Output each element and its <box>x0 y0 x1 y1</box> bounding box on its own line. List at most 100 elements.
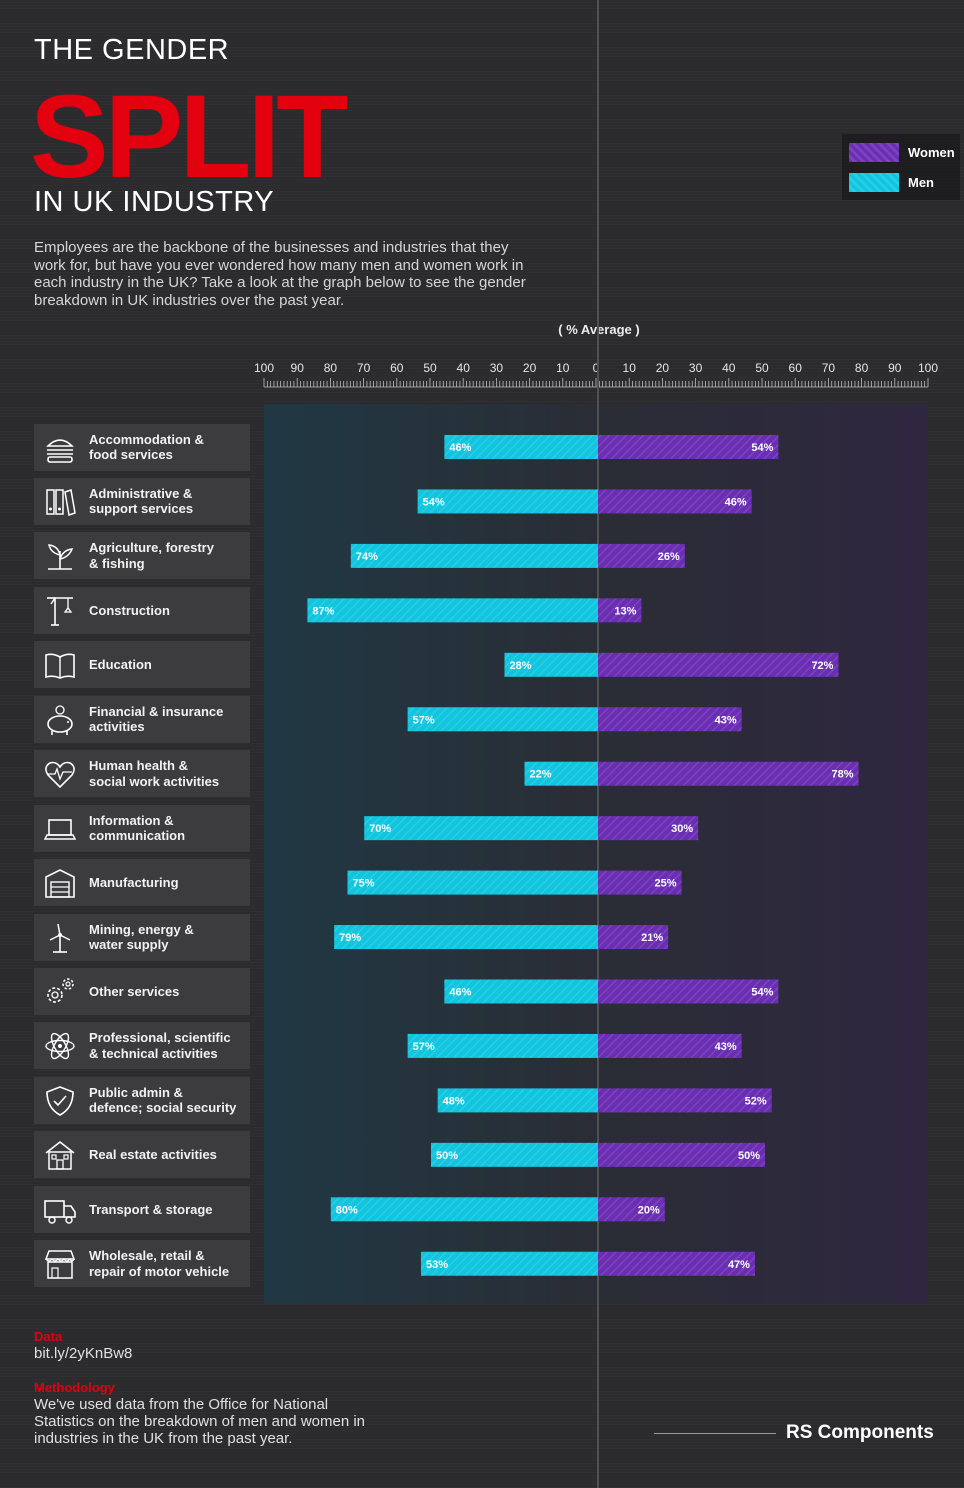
bar-label-women: 54% <box>751 442 773 454</box>
bar-label-women: 52% <box>745 1095 767 1107</box>
bar-label-women: 30% <box>671 823 693 835</box>
category-item: Mining, energy & water supply <box>34 913 250 961</box>
bar-men <box>444 979 598 1004</box>
legend-item-women: Women <box>849 143 955 162</box>
title-split: SPLIT <box>30 71 348 203</box>
bar-women <box>598 979 779 1004</box>
bar-men <box>420 1251 598 1276</box>
bar-label-men: 46% <box>449 987 471 999</box>
bar-women <box>598 816 699 841</box>
tick-label: 60 <box>390 361 404 375</box>
brand-divider <box>654 1433 776 1434</box>
category-label: Construction <box>89 602 170 618</box>
bar-label-women: 54% <box>751 987 773 999</box>
bar-men <box>437 1088 598 1113</box>
tick-label: 90 <box>888 361 902 375</box>
data-link[interactable]: bit.ly/2yKnBw8 <box>34 1345 133 1362</box>
bar-men <box>334 925 598 950</box>
bar-women <box>598 870 682 895</box>
category-item: Accommodation & food services <box>34 423 250 471</box>
tick-label: 80 <box>855 361 869 375</box>
bar-label-women: 26% <box>658 551 680 563</box>
bar-women <box>598 1142 765 1167</box>
title-line-3: IN UK INDUSTRY <box>34 186 275 218</box>
category-item: Human health & social work activities <box>34 750 250 798</box>
bar-women <box>598 1197 665 1222</box>
plant-icon <box>43 539 77 573</box>
legend-label-men: Men <box>908 175 934 190</box>
bar-women <box>598 435 779 459</box>
category-label: Transport & storage <box>89 1201 213 1217</box>
intro-paragraph: Employees are the backbone of the busine… <box>34 239 526 309</box>
bar-label-women: 43% <box>715 714 737 726</box>
tick-label: 30 <box>689 361 703 375</box>
bar-label-women: 25% <box>654 878 676 890</box>
methodology-heading: Methodology <box>34 1380 115 1395</box>
bar-label-women: 43% <box>715 1041 737 1053</box>
bar-men <box>330 1197 598 1222</box>
category-item: Public admin & defence; social security <box>34 1076 250 1124</box>
tick-label: 50 <box>755 361 769 375</box>
category-item: Agriculture, forestry & fishing <box>34 532 250 580</box>
laptop-icon <box>43 812 77 846</box>
legend: Women Men <box>842 134 960 200</box>
tick-label: 30 <box>490 361 504 375</box>
bar-women <box>598 761 859 786</box>
category-label: Education <box>89 657 152 673</box>
category-item: Professional, scientific & technical act… <box>34 1022 250 1070</box>
bar-label-women: 50% <box>738 1150 760 1162</box>
bar-women <box>598 1088 772 1113</box>
category-item: Education <box>34 641 250 689</box>
legend-label-women: Women <box>908 145 955 160</box>
bar-label-men: 28% <box>509 660 531 672</box>
bar-women <box>598 925 669 950</box>
bar-label-men: 54% <box>423 496 445 508</box>
bar-men <box>347 870 598 895</box>
bar-men <box>431 1142 598 1167</box>
category-label: Mining, energy & water supply <box>89 921 194 953</box>
tick-label: 20 <box>656 361 670 375</box>
bar-women <box>598 707 742 732</box>
bar-label-women: 21% <box>641 932 663 944</box>
bar-men <box>524 761 598 786</box>
category-label: Other services <box>89 983 180 999</box>
tick-label: 100 <box>254 361 274 375</box>
category-item: Transport & storage <box>34 1185 250 1233</box>
category-label: Information & communication <box>89 812 186 844</box>
gears-icon <box>43 975 77 1009</box>
crane-icon <box>43 594 77 628</box>
bar-men <box>364 816 598 841</box>
bar-label-men: 57% <box>413 714 435 726</box>
tick-label: 80 <box>324 361 338 375</box>
binders-icon <box>43 485 77 519</box>
tick-label: 40 <box>722 361 736 375</box>
title-line-1: THE GENDER <box>34 34 230 66</box>
heart-pulse-icon <box>43 757 77 791</box>
bar-women <box>598 652 839 677</box>
category-label: Manufacturing <box>89 874 179 890</box>
bar-men <box>307 598 598 623</box>
category-label: Financial & insurance activities <box>89 703 224 735</box>
tick-label: 20 <box>523 361 537 375</box>
bar-women <box>598 598 642 623</box>
bar-label-women: 46% <box>725 496 747 508</box>
bar-label-men: 87% <box>312 605 334 617</box>
burger-icon <box>43 431 77 465</box>
tick-label: 50 <box>423 361 437 375</box>
piggy-bank-icon <box>43 703 77 737</box>
bar-label-women: 20% <box>638 1204 660 1216</box>
bar-label-men: 80% <box>336 1204 358 1216</box>
book-icon <box>43 648 77 682</box>
category-label: Professional, scientific & technical act… <box>89 1030 231 1061</box>
tick-label: 40 <box>457 361 471 375</box>
category-item: Administrative & support services <box>34 477 250 525</box>
category-label: Agriculture, forestry & fishing <box>89 540 214 571</box>
legend-swatch-men <box>849 173 899 192</box>
bar-label-men: 79% <box>339 932 361 944</box>
bar-men <box>407 707 598 732</box>
bar-label-men: 46% <box>449 442 471 454</box>
category-item: Other services <box>34 968 250 1015</box>
bar-label-men: 57% <box>413 1041 435 1053</box>
tick-label: 90 <box>291 361 305 375</box>
bar-label-women: 72% <box>811 660 833 672</box>
